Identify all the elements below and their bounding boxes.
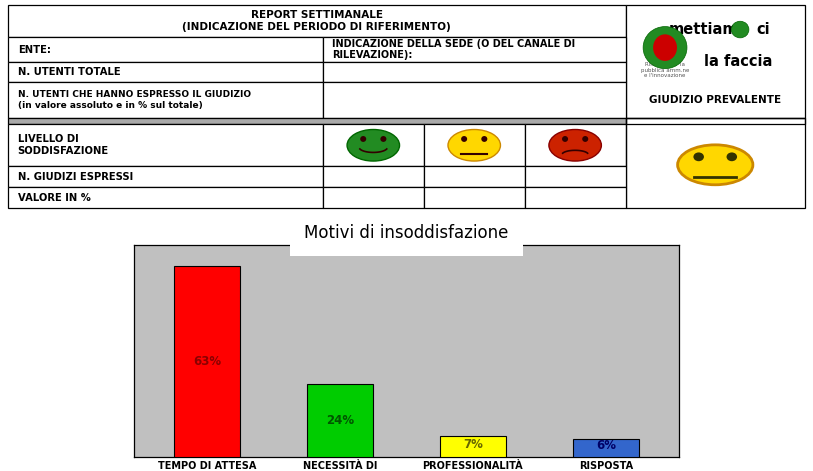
- Text: ci: ci: [757, 22, 771, 37]
- Title: Motivi di insoddisfazione: Motivi di insoddisfazione: [304, 224, 509, 242]
- Text: 6%: 6%: [596, 439, 615, 453]
- Text: mettiam: mettiam: [669, 22, 738, 37]
- Bar: [8, 82, 323, 118]
- Bar: [323, 62, 626, 82]
- Ellipse shape: [693, 153, 704, 161]
- Text: INDICAZIONE DELLA SEDE (O DEL CANALE DI
RILEVAZIONE):: INDICAZIONE DELLA SEDE (O DEL CANALE DI …: [333, 39, 576, 60]
- Ellipse shape: [448, 130, 501, 161]
- Bar: [424, 124, 524, 166]
- Bar: [8, 5, 626, 37]
- Bar: [8, 82, 323, 118]
- Text: ENTE:: ENTE:: [18, 45, 50, 55]
- Ellipse shape: [677, 145, 753, 185]
- Text: la faccia: la faccia: [704, 54, 772, 69]
- Bar: [8, 62, 323, 82]
- Ellipse shape: [481, 136, 487, 142]
- Text: 24%: 24%: [326, 414, 354, 427]
- Text: REPORT SETTIMANALE
(INDICAZIONE DEL PERIODO DI RIFERIMENTO): REPORT SETTIMANALE (INDICAZIONE DEL PERI…: [182, 10, 451, 32]
- Bar: [307, 384, 373, 457]
- Bar: [524, 166, 626, 187]
- Bar: [323, 37, 626, 62]
- Bar: [8, 166, 323, 187]
- Bar: [8, 118, 626, 124]
- Bar: [524, 187, 626, 208]
- Bar: [8, 124, 323, 166]
- Ellipse shape: [653, 34, 677, 61]
- Bar: [323, 124, 424, 166]
- Ellipse shape: [727, 153, 737, 161]
- Text: Rilevare per la
pubblica amm.ne
e l'innovazione: Rilevare per la pubblica amm.ne e l'inno…: [641, 62, 689, 79]
- Bar: [174, 266, 241, 457]
- Bar: [8, 37, 323, 62]
- Bar: [323, 82, 626, 118]
- Bar: [8, 166, 323, 187]
- Bar: [626, 118, 805, 208]
- Text: 63%: 63%: [193, 355, 221, 368]
- Text: N. GIUDIZI ESPRESSI: N. GIUDIZI ESPRESSI: [18, 172, 133, 182]
- Ellipse shape: [461, 136, 467, 142]
- Bar: [323, 187, 424, 208]
- Bar: [440, 436, 506, 457]
- Ellipse shape: [562, 136, 568, 142]
- Ellipse shape: [380, 136, 386, 142]
- Bar: [572, 439, 639, 457]
- Bar: [8, 124, 323, 166]
- Bar: [323, 37, 626, 62]
- Bar: [524, 166, 626, 187]
- Bar: [8, 187, 323, 208]
- Bar: [323, 166, 424, 187]
- Ellipse shape: [732, 21, 749, 38]
- Ellipse shape: [643, 26, 687, 69]
- Bar: [424, 166, 524, 187]
- Bar: [8, 118, 626, 124]
- Text: GIUDIZIO PREVALENTE: GIUDIZIO PREVALENTE: [649, 95, 781, 105]
- Text: N. UTENTI TOTALE: N. UTENTI TOTALE: [18, 67, 120, 77]
- Ellipse shape: [347, 130, 399, 161]
- Bar: [8, 5, 626, 37]
- Ellipse shape: [360, 136, 366, 142]
- Text: N. UTENTI CHE HANNO ESPRESSO IL GIUDIZIO
(in valore assoluto e in % sul totale): N. UTENTI CHE HANNO ESPRESSO IL GIUDIZIO…: [18, 90, 251, 110]
- Bar: [8, 62, 323, 82]
- Bar: [323, 124, 424, 166]
- Text: LIVELLO DI
SODDISFAZIONE: LIVELLO DI SODDISFAZIONE: [18, 135, 109, 156]
- Bar: [323, 166, 424, 187]
- Bar: [626, 5, 805, 118]
- Bar: [323, 187, 424, 208]
- Bar: [8, 37, 323, 62]
- Ellipse shape: [549, 130, 602, 161]
- Text: 7%: 7%: [463, 438, 483, 451]
- Bar: [323, 62, 626, 82]
- Ellipse shape: [582, 136, 589, 142]
- Bar: [8, 187, 323, 208]
- Text: VALORE IN %: VALORE IN %: [18, 193, 90, 203]
- Bar: [424, 187, 524, 208]
- Bar: [524, 124, 626, 166]
- Bar: [626, 5, 805, 118]
- Bar: [524, 187, 626, 208]
- Bar: [424, 187, 524, 208]
- Bar: [626, 118, 805, 124]
- Bar: [524, 124, 626, 166]
- Bar: [424, 166, 524, 187]
- Bar: [424, 124, 524, 166]
- Bar: [323, 82, 626, 118]
